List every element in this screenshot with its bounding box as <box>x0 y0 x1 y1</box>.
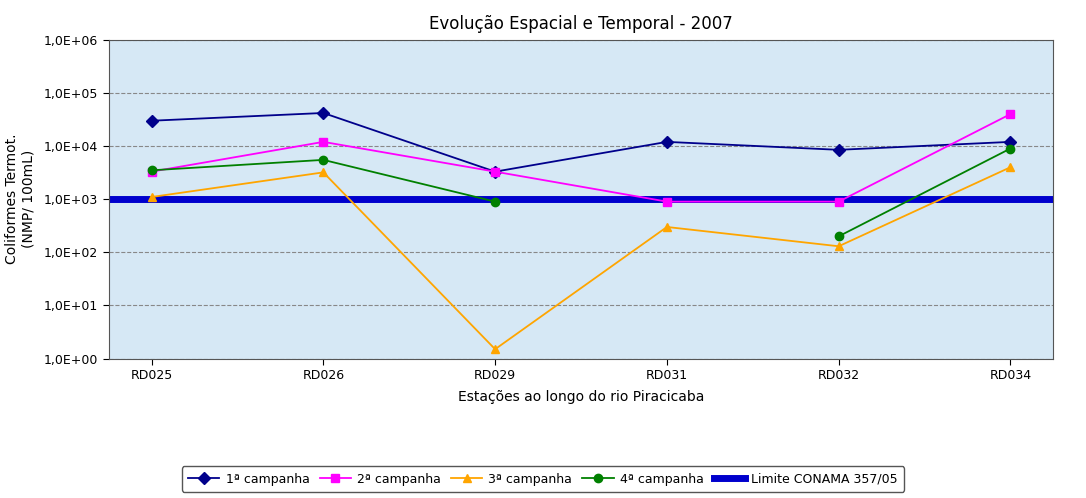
Line: 3ª campanha: 3ª campanha <box>148 163 1014 354</box>
1ª campanha <box>832 147 845 153</box>
Limite CONAMA 357/05 <box>317 196 330 202</box>
X-axis label: Estações ao longo do rio Piracicaba: Estações ao longo do rio Piracicaba <box>458 390 704 404</box>
Line: 4ª campanha: 4ª campanha <box>148 144 1014 241</box>
2ª campanha <box>832 199 845 205</box>
Limite CONAMA 357/05 <box>146 196 159 202</box>
4ª campanha <box>317 157 330 163</box>
1ª campanha <box>146 118 159 124</box>
Y-axis label: Coliformes Termot.
(NMP/ 100mL): Coliformes Termot. (NMP/ 100mL) <box>5 134 36 264</box>
4ª campanha <box>489 199 502 205</box>
Line: 1ª campanha: 1ª campanha <box>148 109 1014 176</box>
3ª campanha <box>317 169 330 175</box>
Legend: 1ª campanha, 2ª campanha, 3ª campanha, 4ª campanha, Limite CONAMA 357/05: 1ª campanha, 2ª campanha, 3ª campanha, 4… <box>182 466 904 492</box>
4ª campanha <box>1003 145 1016 151</box>
Title: Evolução Espacial e Temporal - 2007: Evolução Espacial e Temporal - 2007 <box>429 15 733 33</box>
1ª campanha <box>317 110 330 116</box>
2ª campanha <box>146 169 159 175</box>
2ª campanha <box>1003 111 1016 117</box>
2ª campanha <box>660 199 673 205</box>
1ª campanha <box>489 169 502 175</box>
3ª campanha <box>146 194 159 200</box>
4ª campanha <box>146 167 159 173</box>
4ª campanha <box>832 234 845 240</box>
Line: 2ª campanha: 2ª campanha <box>148 110 1014 206</box>
3ª campanha <box>660 224 673 230</box>
2ª campanha <box>489 169 502 175</box>
3ª campanha <box>1003 164 1016 170</box>
1ª campanha <box>660 139 673 145</box>
3ª campanha <box>489 346 502 352</box>
1ª campanha <box>1003 139 1016 145</box>
3ª campanha <box>832 244 845 249</box>
2ª campanha <box>317 139 330 145</box>
